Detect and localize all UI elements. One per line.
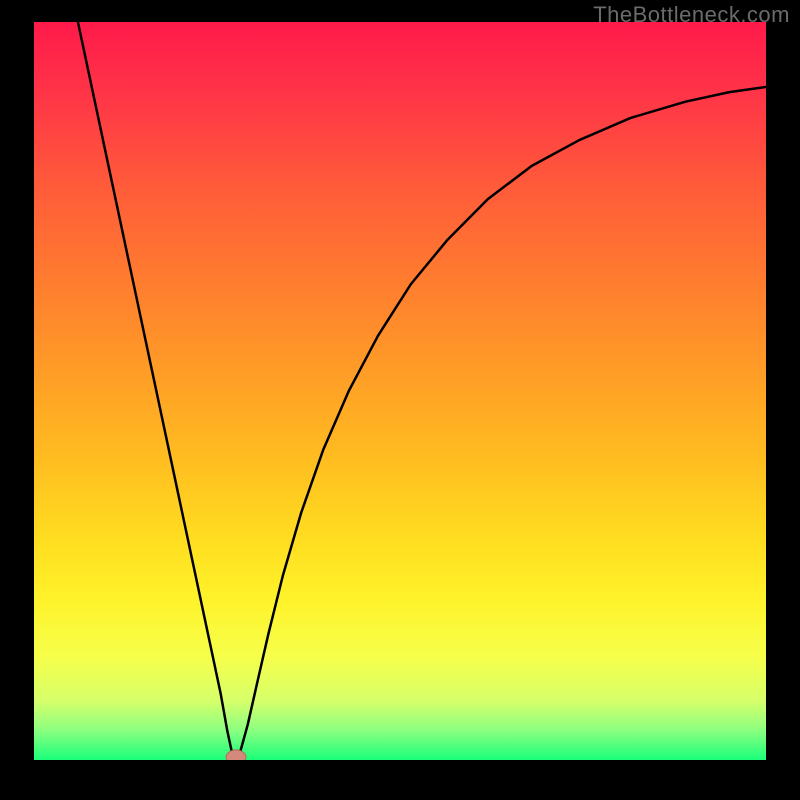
gradient-background <box>34 22 766 760</box>
chart-frame: TheBottleneck.com <box>0 0 800 800</box>
plot-area <box>34 22 766 760</box>
minimum-marker <box>226 750 246 760</box>
chart-svg <box>34 22 766 760</box>
